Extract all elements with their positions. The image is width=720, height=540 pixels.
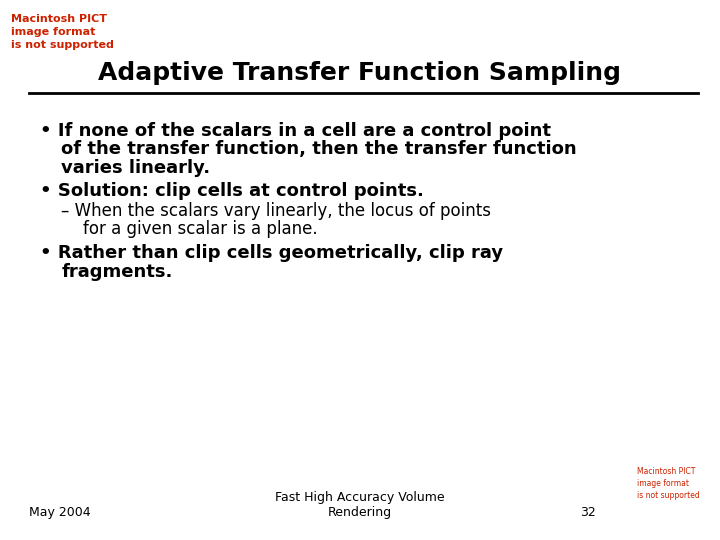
Text: Adaptive Transfer Function Sampling: Adaptive Transfer Function Sampling <box>99 61 621 85</box>
Text: for a given scalar is a plane.: for a given scalar is a plane. <box>83 220 318 238</box>
Text: • If none of the scalars in a cell are a control point: • If none of the scalars in a cell are a… <box>40 122 551 139</box>
Text: Macintosh PICT
image format
is not supported: Macintosh PICT image format is not suppo… <box>637 467 700 500</box>
Text: • Solution: clip cells at control points.: • Solution: clip cells at control points… <box>40 182 423 200</box>
Text: – When the scalars vary linearly, the locus of points: – When the scalars vary linearly, the lo… <box>61 202 491 220</box>
Text: May 2004: May 2004 <box>29 507 91 519</box>
Text: fragments.: fragments. <box>61 263 173 281</box>
Text: Fast High Accuracy Volume
Rendering: Fast High Accuracy Volume Rendering <box>275 491 445 519</box>
Text: 32: 32 <box>580 507 595 519</box>
Text: • Rather than clip cells geometrically, clip ray: • Rather than clip cells geometrically, … <box>40 244 503 262</box>
Text: varies linearly.: varies linearly. <box>61 159 210 177</box>
Text: Macintosh PICT
image format
is not supported: Macintosh PICT image format is not suppo… <box>11 14 114 50</box>
Text: of the transfer function, then the transfer function: of the transfer function, then the trans… <box>61 140 577 158</box>
